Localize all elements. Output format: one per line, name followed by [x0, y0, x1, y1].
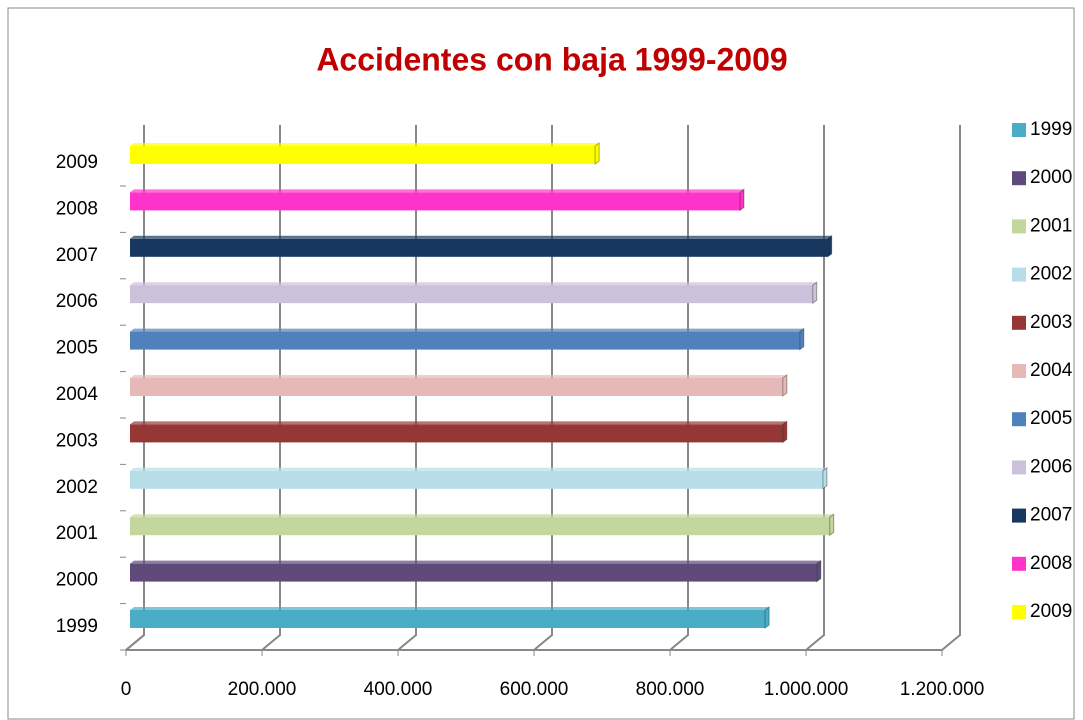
- legend-swatch: [1012, 508, 1026, 523]
- bar-end: [827, 234, 833, 258]
- y-tick-label: 2000: [56, 570, 98, 591]
- bar: [130, 331, 800, 350]
- bar-top: [130, 421, 787, 425]
- bar-end: [764, 606, 770, 629]
- bar-top: [130, 189, 744, 193]
- legend-label: 2002: [1030, 264, 1072, 285]
- x-tick-label: 1.200.000: [900, 679, 985, 700]
- y-tick-label: 2003: [56, 430, 98, 451]
- bar-end: [812, 281, 818, 305]
- chart-title: Accidentes con baja 1999-2009: [316, 41, 787, 77]
- y-tick-label: 2002: [56, 477, 98, 498]
- legend-swatch: [1012, 219, 1026, 234]
- bar: [130, 238, 828, 257]
- bar: [130, 563, 817, 582]
- legend-swatch: [1012, 556, 1026, 571]
- x-tick-label: 0: [121, 679, 132, 700]
- grid-line: [941, 125, 961, 651]
- legend-swatch: [1012, 267, 1026, 282]
- bar-top: [130, 560, 821, 564]
- legend-swatch: [1012, 412, 1026, 427]
- bar-end: [782, 420, 788, 444]
- bar-end: [829, 513, 835, 537]
- bar: [130, 378, 783, 396]
- grid-line: [805, 125, 825, 651]
- legend-label: 2009: [1030, 601, 1072, 622]
- bar-end: [822, 466, 828, 490]
- legend-label: 2004: [1030, 360, 1073, 381]
- bar: [130, 610, 766, 628]
- bar: [130, 285, 813, 304]
- bar-top: [130, 143, 600, 146]
- bar-top: [130, 607, 770, 610]
- bar-end: [739, 188, 745, 212]
- bar-top: [130, 467, 827, 471]
- legend-swatch: [1012, 123, 1026, 137]
- bar-end: [782, 374, 788, 397]
- legend-swatch: [1012, 460, 1026, 475]
- x-tick-label: 600.000: [500, 679, 569, 700]
- x-tick-label: 400.000: [364, 679, 433, 700]
- bar-end: [816, 559, 822, 583]
- bar-top: [130, 375, 787, 378]
- legend-label: 2007: [1030, 505, 1072, 526]
- x-tick-label: 200.000: [228, 679, 297, 700]
- bar: [130, 192, 740, 211]
- x-tick-label: 1.000.000: [764, 679, 849, 700]
- bar-top: [130, 328, 804, 332]
- legend-swatch: [1012, 605, 1026, 619]
- y-tick-label: 2007: [56, 245, 98, 266]
- legend-label: 2006: [1030, 456, 1072, 477]
- y-tick-label: 1999: [56, 616, 98, 637]
- bar-top: [130, 235, 832, 239]
- bar: [130, 517, 830, 536]
- y-tick-label: 2005: [56, 338, 98, 359]
- legend-label: 1999: [1030, 119, 1072, 140]
- y-tick-label: 2008: [56, 198, 98, 219]
- legend-swatch: [1012, 364, 1026, 378]
- legend-label: 2005: [1030, 408, 1072, 429]
- legend-swatch: [1012, 315, 1026, 330]
- chart-border: [7, 7, 1075, 720]
- legend-label: 2000: [1030, 167, 1072, 188]
- y-tick-label: 2004: [56, 384, 99, 405]
- bar: [130, 146, 596, 164]
- bar-end: [594, 142, 600, 165]
- y-tick-label: 2001: [56, 523, 98, 544]
- bar: [130, 470, 823, 489]
- legend-label: 2001: [1030, 215, 1072, 236]
- y-tick-label: 2009: [56, 152, 98, 173]
- bar: [130, 424, 783, 443]
- bar-top: [130, 514, 834, 518]
- legend-swatch: [1012, 171, 1026, 186]
- legend-label: 2003: [1030, 312, 1072, 333]
- y-tick-label: 2006: [56, 291, 98, 312]
- bar-top: [130, 282, 817, 286]
- bar-end: [799, 327, 805, 351]
- legend-label: 2008: [1030, 553, 1072, 574]
- x-tick-label: 800.000: [636, 679, 705, 700]
